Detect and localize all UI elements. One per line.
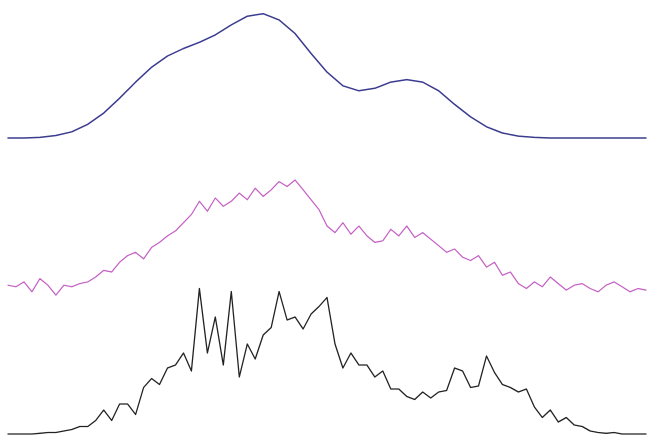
series-line-3	[7, 287, 647, 435]
series-line-2	[7, 179, 647, 296]
series-line-1	[7, 12, 647, 139]
series-lines	[7, 12, 647, 435]
